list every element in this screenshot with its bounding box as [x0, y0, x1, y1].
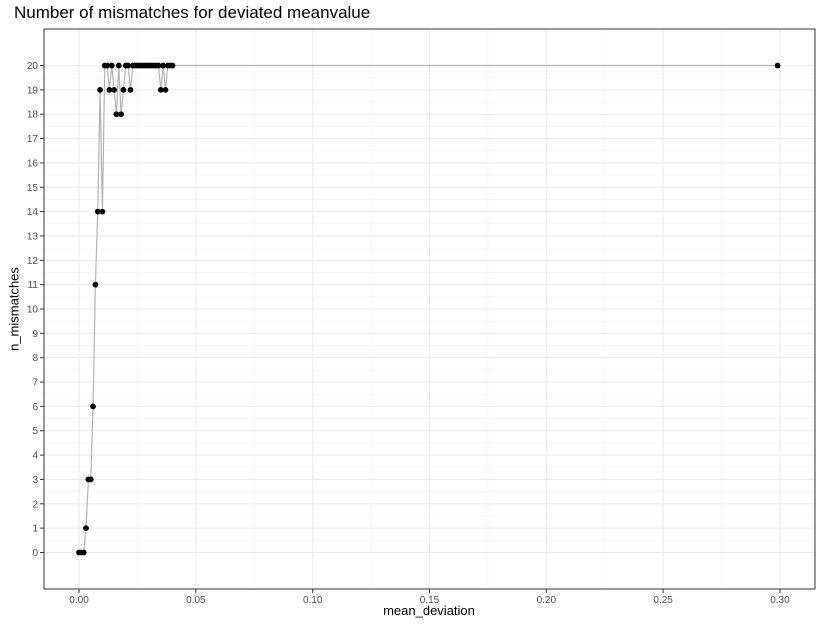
y-tick-label: 12 — [27, 256, 39, 267]
y-tick-label: 5 — [32, 426, 38, 437]
data-point — [108, 62, 115, 69]
y-tick-label: 19 — [27, 85, 39, 96]
data-point — [115, 62, 122, 69]
data-point — [97, 86, 103, 93]
data-point — [160, 62, 167, 69]
y-tick-label: 20 — [27, 61, 39, 72]
data-point — [104, 62, 110, 69]
data-point — [118, 111, 124, 118]
data-point — [90, 403, 96, 410]
data-point — [162, 86, 169, 93]
y-tick-label: 6 — [32, 402, 38, 413]
y-tick-label: 4 — [32, 451, 38, 462]
data-point — [120, 86, 127, 93]
y-tick-label: 13 — [27, 231, 39, 242]
data-point — [106, 86, 113, 93]
data-point — [113, 111, 120, 118]
y-tick-label: 9 — [32, 329, 38, 340]
x-tick-label: 0.20 — [537, 595, 557, 606]
y-tick-label: 3 — [32, 475, 38, 486]
data-point — [111, 86, 117, 93]
x-axis-label: mean_deviation — [383, 603, 475, 618]
y-tick-label: 10 — [27, 305, 39, 316]
y-tick-label: 16 — [27, 158, 39, 169]
data-point — [94, 208, 101, 215]
data-point — [155, 62, 162, 69]
y-tick-label: 18 — [27, 110, 39, 121]
y-tick-label: 0 — [32, 548, 38, 559]
y-tick-label: 8 — [32, 353, 38, 364]
x-tick-label: 0.05 — [186, 595, 206, 606]
data-point — [92, 281, 99, 288]
data-point — [774, 62, 781, 69]
data-point — [99, 208, 106, 215]
y-tick-label: 1 — [32, 524, 38, 535]
data-point — [80, 549, 87, 556]
data-point — [87, 476, 94, 483]
y-tick-label: 15 — [27, 183, 39, 194]
x-tick-label: 0.25 — [653, 595, 673, 606]
data-point — [157, 86, 164, 93]
x-tick-label: 0.30 — [770, 595, 790, 606]
data-point — [83, 525, 89, 532]
y-tick-label: 14 — [27, 207, 39, 218]
data-point — [169, 62, 176, 69]
y-tick-label: 11 — [28, 280, 39, 291]
data-point — [125, 62, 132, 69]
x-tick-label: 0.00 — [69, 595, 89, 606]
chart-title: Number of mismatches for deviated meanva… — [14, 3, 371, 22]
x-tick-label: 0.15 — [420, 595, 440, 606]
y-tick-label: 17 — [27, 134, 39, 145]
x-tick-label: 0.10 — [303, 595, 323, 606]
data-point — [127, 86, 134, 93]
y-tick-label: 7 — [32, 378, 38, 389]
y-tick-label: 2 — [32, 499, 38, 510]
